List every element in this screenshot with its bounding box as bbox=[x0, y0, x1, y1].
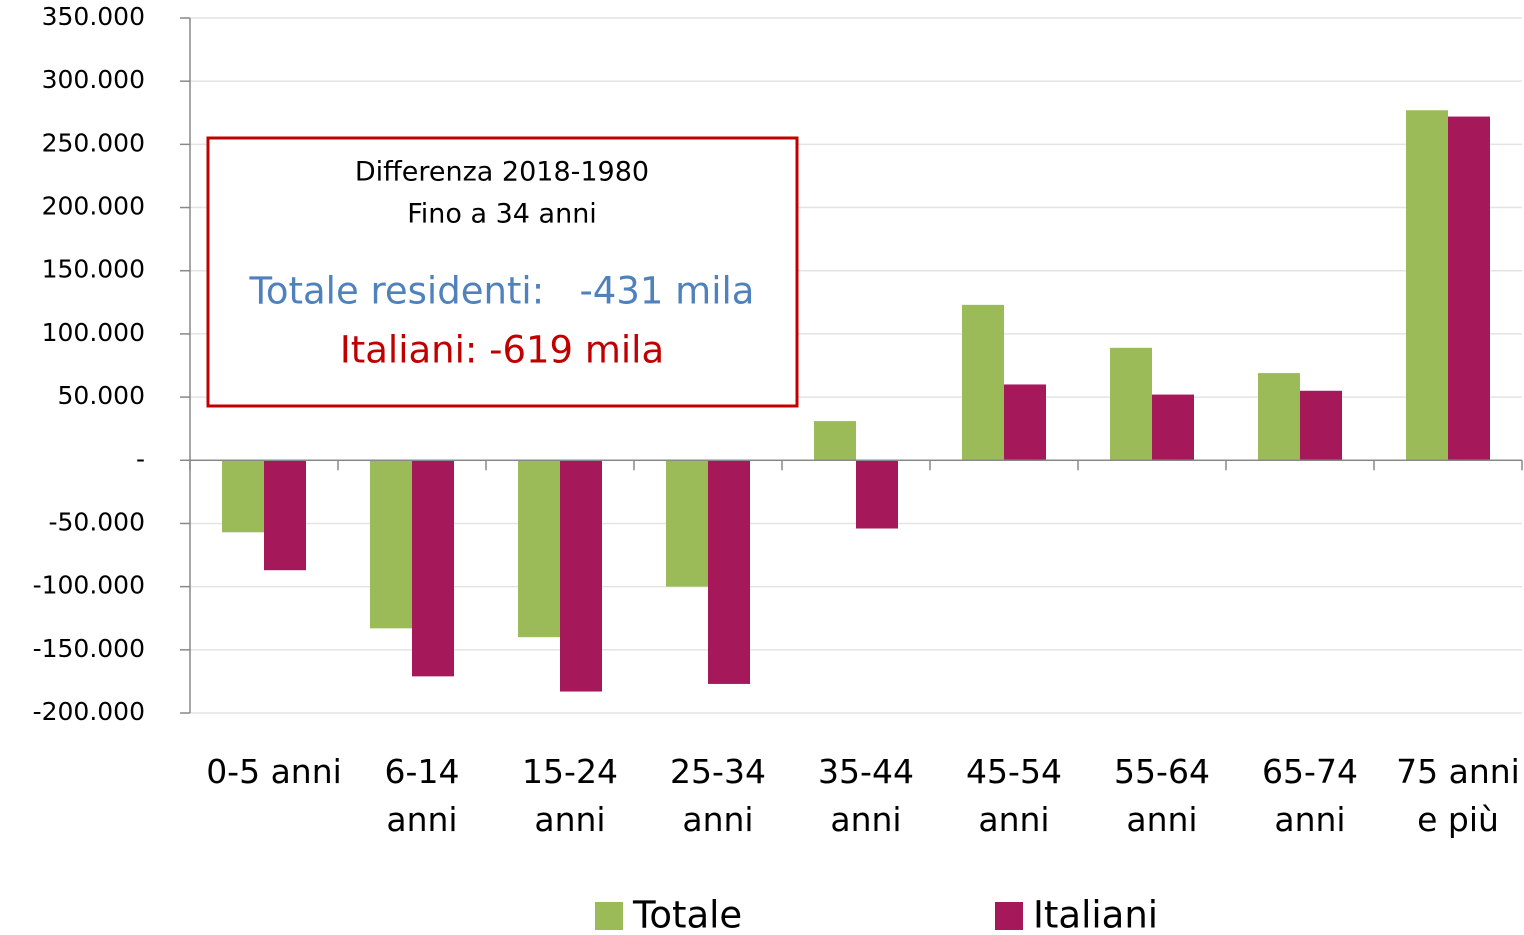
x-tick-label: 0-5 anni bbox=[206, 752, 342, 791]
y-tick-label: 300.000 bbox=[42, 65, 145, 94]
annotation-text: Fino a 34 anni bbox=[407, 199, 597, 230]
x-tick-label: 25-34 anni bbox=[670, 752, 766, 839]
bar bbox=[264, 460, 306, 571]
y-tick-label: 50.000 bbox=[58, 381, 145, 410]
legend-swatch bbox=[995, 902, 1023, 930]
y-tick-label: -200.000 bbox=[33, 697, 145, 726]
x-tick-label: 15-24 anni bbox=[522, 752, 618, 839]
bar bbox=[1448, 116, 1490, 461]
y-tick-label: 350.000 bbox=[42, 2, 145, 31]
annotation-box bbox=[206, 136, 799, 408]
y-tick-label: 250.000 bbox=[42, 128, 145, 157]
y-tick-label: 100.000 bbox=[42, 318, 145, 347]
y-tick-label: - bbox=[136, 444, 145, 473]
x-tick-label: 55-64 anni bbox=[1114, 752, 1210, 839]
bar bbox=[1258, 373, 1300, 461]
bar bbox=[370, 460, 412, 629]
annotation-italiani: Italiani: -619 mila bbox=[340, 329, 664, 372]
bar bbox=[962, 304, 1004, 461]
bar bbox=[1152, 394, 1194, 461]
y-tick-label: -50.000 bbox=[49, 507, 146, 536]
bar bbox=[222, 460, 264, 533]
bar bbox=[1110, 347, 1152, 461]
x-tick-label: 65-74 anni bbox=[1262, 752, 1358, 839]
bar bbox=[560, 460, 602, 692]
x-tick-label: 6-14 anni bbox=[385, 752, 460, 839]
bar bbox=[1406, 110, 1448, 461]
x-tick-label: 45-54 anni bbox=[966, 752, 1062, 839]
legend-label: Italiani bbox=[1033, 894, 1158, 935]
bar bbox=[708, 460, 750, 684]
annotation-text: Differenza 2018-1980 bbox=[355, 157, 649, 188]
bar bbox=[856, 460, 898, 529]
bar bbox=[518, 460, 560, 638]
y-tick-label: 200.000 bbox=[42, 192, 145, 221]
bar bbox=[814, 421, 856, 461]
y-tick-label: -100.000 bbox=[33, 571, 145, 600]
x-tick-label: 35-44 anni bbox=[818, 752, 914, 839]
bar bbox=[666, 460, 708, 587]
bar bbox=[412, 460, 454, 677]
y-tick-label: 150.000 bbox=[42, 255, 145, 284]
y-tick-label: -150.000 bbox=[33, 634, 145, 663]
legend-swatch bbox=[595, 902, 623, 930]
bar bbox=[1004, 384, 1046, 461]
x-tick-label: 75 anni e più bbox=[1396, 752, 1520, 839]
bar bbox=[1300, 390, 1342, 461]
annotation-totale: Totale residenti: -431 mila bbox=[249, 270, 755, 313]
legend-label: Totale bbox=[632, 894, 742, 935]
